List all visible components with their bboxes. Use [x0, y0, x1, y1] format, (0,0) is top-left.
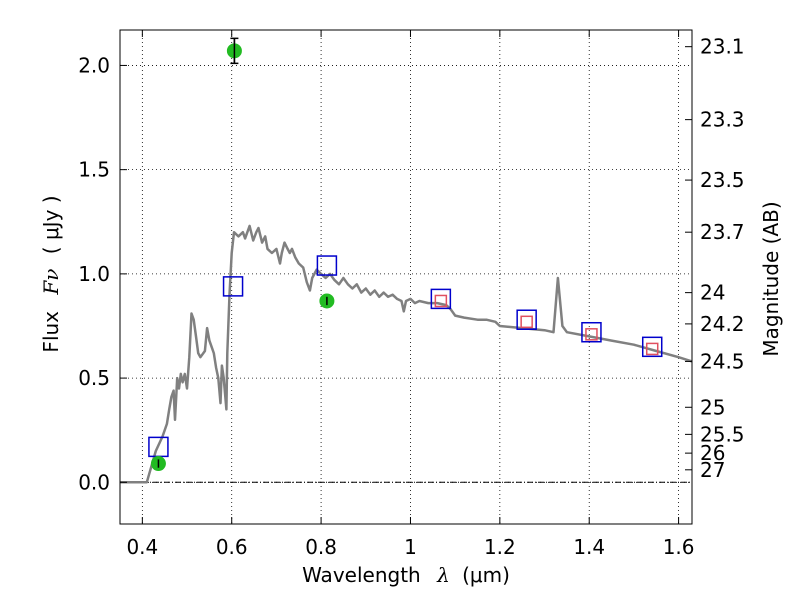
model-photometry-marker	[645, 342, 659, 356]
magnitude-tick-label: 23.7	[700, 220, 745, 244]
grid-layer	[120, 30, 692, 524]
y-axis-label-symbol: Fν	[39, 269, 63, 296]
x-axis-label-prefix: Wavelength	[302, 563, 421, 587]
y-tick-label: 0.0	[78, 470, 110, 494]
x-axis-label: Wavelength λ (μm)	[302, 563, 510, 587]
x-axis-label-symbol: λ	[436, 563, 450, 587]
observed-photometry-marker	[222, 276, 244, 297]
observed-photometry-marker	[516, 309, 537, 330]
model-spectrum-line	[120, 224, 693, 484]
y-tick-label: 1.5	[78, 158, 110, 182]
model-photometry-marker	[585, 328, 598, 341]
y-tick-label: 1.0	[78, 262, 110, 286]
x-axis-label-unit: (μm)	[462, 563, 510, 587]
observed-photometry-marker	[316, 255, 338, 276]
x-tick-label: 1.4	[573, 535, 605, 559]
magnitude-tick-label: 27	[700, 458, 725, 482]
magnitude-tick-label: 26	[700, 441, 725, 465]
magnitude-tick-label: 23.1	[700, 35, 745, 59]
x-tick-label: 1.2	[484, 535, 516, 559]
magnitude-axis-label: Magnitude (AB)	[759, 201, 783, 356]
y-axis-label-prefix: Flux	[39, 311, 63, 353]
magnitude-tick-label: 23.5	[700, 168, 745, 192]
y-tick-label: 0.5	[78, 366, 110, 390]
magnitude-tick-label: 25	[700, 395, 725, 419]
series-layer	[120, 37, 693, 484]
ticks-layer: 0.4 0.6 0.8 1 1.2 1.4 1.6 0.0 0.5 1.0 1.5 2.0 23.1 23…	[78, 30, 745, 559]
y-axis-label: Flux Fν ( μJy )	[39, 195, 63, 352]
model-photometry-marker	[434, 294, 448, 308]
x-tick-label: 1.6	[663, 535, 695, 559]
x-tick-label: 0.4	[126, 535, 158, 559]
magnitude-tick-label: 24.5	[700, 349, 745, 373]
y-tick-label: 2.0	[78, 53, 110, 77]
observed-photometry-marker	[581, 321, 602, 343]
magnitude-tick-label: 24.2	[700, 312, 745, 336]
model-photometry-marker	[520, 315, 533, 329]
magnitude-tick-label: 24	[700, 281, 725, 305]
plot-frame	[119, 29, 693, 525]
magnitude-tick-label: 23.3	[700, 108, 745, 132]
magnitude-tick-label: 25.5	[700, 422, 745, 446]
observed-photometry-marker	[641, 336, 663, 358]
y-axis-label-unit: ( μJy )	[39, 195, 63, 254]
x-tick-label: 0.8	[305, 535, 337, 559]
x-tick-label: 0.6	[216, 535, 248, 559]
x-tick-label: 1	[404, 535, 417, 559]
observed-photometry-marker	[430, 288, 452, 310]
